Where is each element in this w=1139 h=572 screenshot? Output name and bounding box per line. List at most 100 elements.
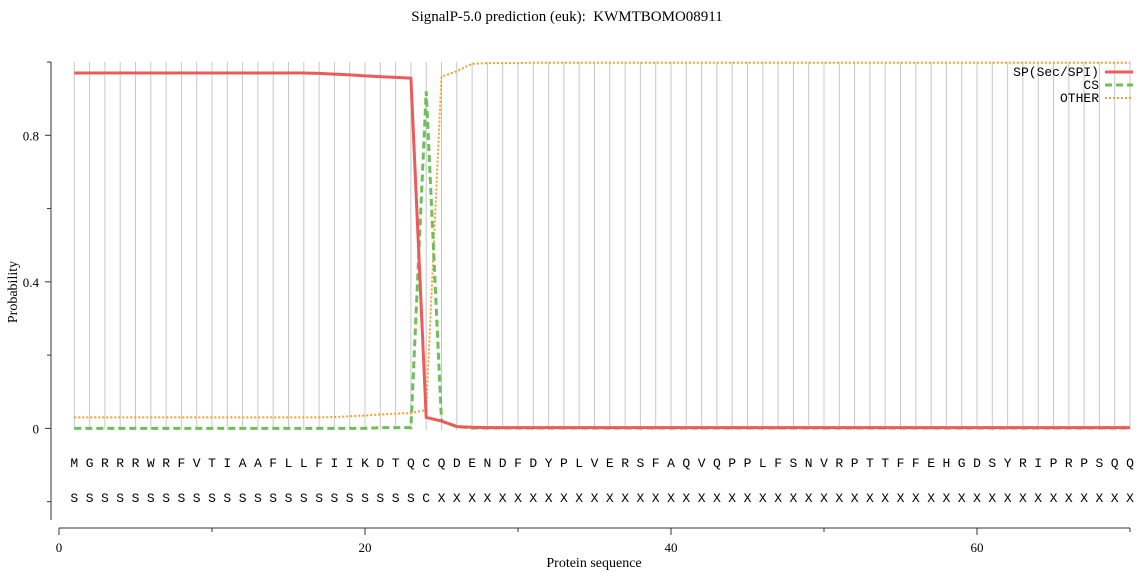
prediction: S bbox=[392, 491, 400, 506]
prediction: X bbox=[453, 491, 461, 506]
residue: F bbox=[652, 456, 660, 471]
prediction: X bbox=[468, 491, 476, 506]
prediction: X bbox=[529, 491, 537, 506]
x-axis-label: Protein sequence bbox=[546, 556, 641, 571]
prediction: S bbox=[116, 491, 124, 506]
residue: R bbox=[1019, 456, 1027, 471]
prediction: X bbox=[789, 491, 797, 506]
prediction: S bbox=[300, 491, 308, 506]
residue: Q bbox=[1126, 456, 1134, 471]
y-tick-label: 0 bbox=[33, 421, 40, 436]
prediction: X bbox=[1065, 491, 1073, 506]
residue: V bbox=[820, 456, 828, 471]
prediction: X bbox=[1004, 491, 1012, 506]
residue: R bbox=[835, 456, 843, 471]
prediction: X bbox=[1126, 491, 1134, 506]
residue: C bbox=[422, 456, 430, 471]
prediction: X bbox=[927, 491, 935, 506]
prediction: X bbox=[591, 491, 599, 506]
residue: E bbox=[468, 456, 476, 471]
prediction: S bbox=[208, 491, 216, 506]
residue: F bbox=[774, 456, 782, 471]
prediction: X bbox=[866, 491, 874, 506]
prediction: S bbox=[70, 491, 78, 506]
residue: L bbox=[575, 456, 583, 471]
prediction: X bbox=[897, 491, 905, 506]
prediction: X bbox=[560, 491, 568, 506]
prediction: X bbox=[713, 491, 721, 506]
residue: R bbox=[116, 456, 124, 471]
prediction: S bbox=[269, 491, 277, 506]
residue: F bbox=[315, 456, 323, 471]
prediction: S bbox=[193, 491, 201, 506]
prediction: X bbox=[988, 491, 996, 506]
prediction: X bbox=[973, 491, 981, 506]
residue: Q bbox=[713, 456, 721, 471]
prediction: S bbox=[315, 491, 323, 506]
residue: P bbox=[744, 456, 752, 471]
prediction: X bbox=[958, 491, 966, 506]
prediction: X bbox=[483, 491, 491, 506]
residue: D bbox=[453, 456, 461, 471]
residue: T bbox=[881, 456, 889, 471]
residue: N bbox=[805, 456, 813, 471]
series-line bbox=[74, 71, 1130, 430]
residue: P bbox=[560, 456, 568, 471]
residue: Q bbox=[682, 456, 690, 471]
residue: G bbox=[86, 456, 94, 471]
prediction: S bbox=[330, 491, 338, 506]
chart-title: SignalP-5.0 prediction (euk): KWMTBOMO08… bbox=[411, 9, 723, 25]
residue: L bbox=[759, 456, 767, 471]
residue: F bbox=[177, 456, 185, 471]
y-axis-label: Probability bbox=[6, 261, 21, 323]
residue: S bbox=[789, 456, 797, 471]
prediction: X bbox=[621, 491, 629, 506]
residue: Y bbox=[545, 456, 553, 471]
residue: K bbox=[361, 456, 369, 471]
residue: P bbox=[851, 456, 859, 471]
residue: R bbox=[1065, 456, 1073, 471]
prediction: X bbox=[1019, 491, 1027, 506]
prediction: X bbox=[514, 491, 522, 506]
prediction: X bbox=[1095, 491, 1103, 506]
residue: S bbox=[988, 456, 996, 471]
prediction: S bbox=[407, 491, 415, 506]
residue: F bbox=[514, 456, 522, 471]
prediction: X bbox=[499, 491, 507, 506]
x-tick-label: 20 bbox=[359, 540, 372, 555]
legend-label: OTHER bbox=[1060, 91, 1099, 106]
prediction: S bbox=[223, 491, 231, 506]
residue: Q bbox=[1111, 456, 1119, 471]
prediction: X bbox=[667, 491, 675, 506]
series-line bbox=[74, 91, 1130, 430]
prediction: S bbox=[147, 491, 155, 506]
prediction: S bbox=[254, 491, 262, 506]
residue: V bbox=[193, 456, 201, 471]
prediction: S bbox=[86, 491, 94, 506]
prediction: X bbox=[1111, 491, 1119, 506]
residue: D bbox=[529, 456, 537, 471]
residue: T bbox=[208, 456, 216, 471]
prediction: X bbox=[698, 491, 706, 506]
y-tick-label: 0.4 bbox=[23, 275, 40, 290]
x-tick-label: 40 bbox=[665, 540, 678, 555]
residue: D bbox=[973, 456, 981, 471]
legend-label: SP(Sec/SPI) bbox=[1013, 65, 1099, 80]
residue: W bbox=[147, 456, 155, 471]
prediction: X bbox=[759, 491, 767, 506]
residue: L bbox=[300, 456, 308, 471]
residue: R bbox=[132, 456, 140, 471]
prediction: X bbox=[774, 491, 782, 506]
residue: I bbox=[346, 456, 354, 471]
prediction: X bbox=[851, 491, 859, 506]
residue: P bbox=[1050, 456, 1058, 471]
residue: V bbox=[591, 456, 599, 471]
residue: T bbox=[392, 456, 400, 471]
residue: L bbox=[285, 456, 293, 471]
residue: A bbox=[667, 456, 675, 471]
residue: S bbox=[1095, 456, 1103, 471]
prediction: S bbox=[285, 491, 293, 506]
residue: D bbox=[376, 456, 384, 471]
prediction: S bbox=[101, 491, 109, 506]
